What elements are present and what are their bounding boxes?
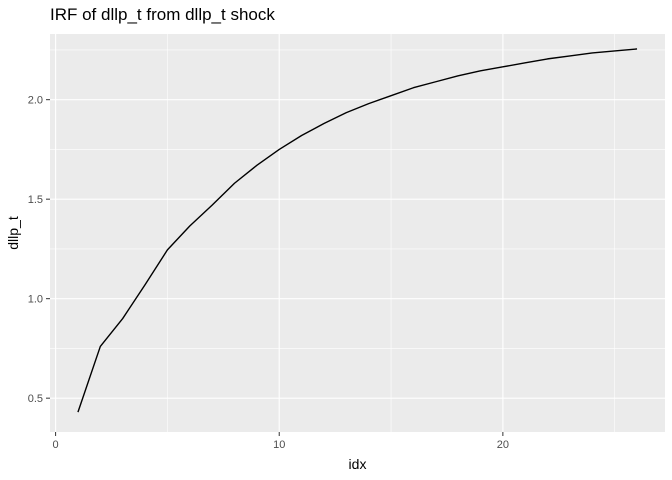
chart-title: IRF of dllp_t from dllp_t shock: [50, 5, 275, 24]
y-tick-label: 1.0: [28, 294, 43, 306]
data-layer: [77, 48, 638, 413]
y-tick-label: 0.5: [28, 393, 43, 405]
x-axis: 0 10 20: [53, 432, 509, 451]
y-tick-label: 1.5: [28, 194, 43, 206]
y-axis: 0.5 1.0 1.5 2.0: [28, 95, 50, 405]
x-tick-label: 20: [497, 439, 509, 451]
y-tick-label: 2.0: [28, 95, 43, 107]
y-axis-title: dllp_t: [5, 216, 21, 250]
grid-minor: [50, 34, 665, 432]
x-tick-label: 10: [273, 439, 285, 451]
plot-panel: [50, 34, 665, 432]
x-axis-title: idx: [349, 456, 367, 472]
x-tick-label: 0: [53, 439, 59, 451]
grid-major: [50, 34, 665, 432]
series-line: [77, 48, 638, 413]
